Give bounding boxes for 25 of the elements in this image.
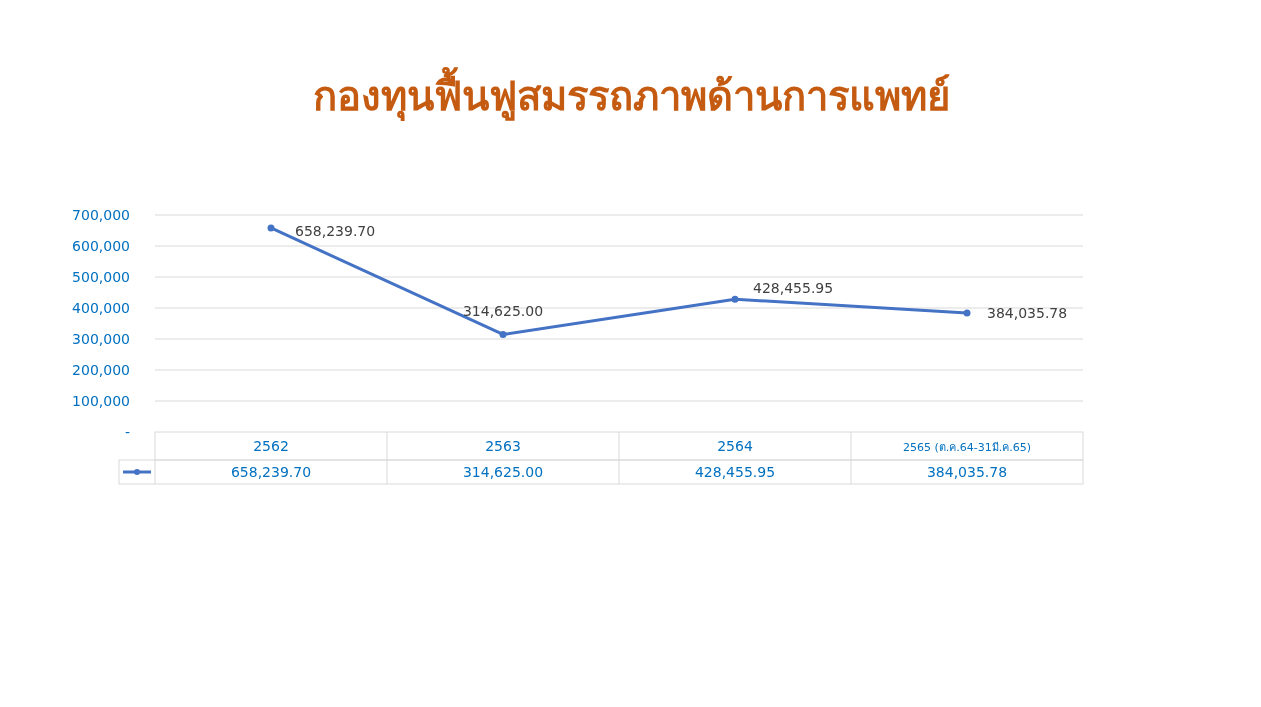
data-label: 384,035.78 [926,464,1008,480]
y-tick-label: - [124,424,130,440]
y-tick-label: 100,000 [72,393,130,409]
point [963,309,971,317]
y-tick-label: 200,000 [72,362,130,378]
x-tick-label: 2565 (ต.ค.64-31มี.ค.65) [902,441,1032,454]
text: 314,625.00 [462,303,544,320]
point [267,224,275,232]
text: 428,455.95 [753,280,834,297]
y-tick-label: 400,000 [72,300,130,316]
chart-title: กองทุนฟื้นฟูสมรรถภาพด้านการแพทย์ [312,67,950,122]
text: 658,239.70 [295,222,376,239]
x-tick-label: 2564 [717,438,753,454]
data-label: 314,625.00 [462,464,544,480]
point [499,330,507,338]
text: 384,035.78 [987,304,1068,321]
x-tick-label: 2562 [253,438,289,454]
y-tick-label: 300,000 [72,331,130,347]
y-tick-label: 700,000 [72,207,130,223]
x-tick-label: 2563 [485,438,521,454]
data-label: 428,455.95 [694,464,776,480]
point [731,295,739,303]
y-tick-label: 600,000 [72,238,130,254]
y-tick-label: 500,000 [72,269,130,285]
data-label: 658,239.70 [230,464,312,480]
